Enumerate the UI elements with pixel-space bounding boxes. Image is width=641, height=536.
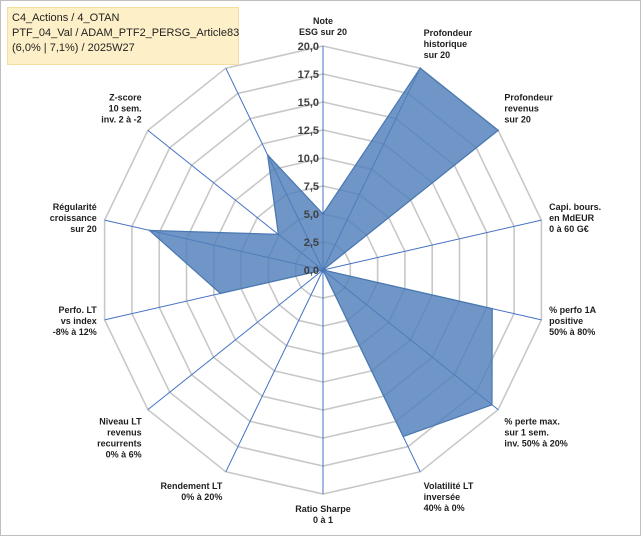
axis-label-0-line-1: ESG sur 20 [299, 27, 347, 37]
axis-label-12-line-0: Z-score [109, 92, 142, 102]
axis-label-11-line-0: Régularité [53, 202, 97, 212]
axis-label-8-line-0: Rendement LT [160, 481, 222, 491]
tick-label-1: 2,5 [304, 237, 319, 249]
axis-label-4-line-2: 50% à 80% [549, 327, 595, 337]
axis-label-3-line-0: Capi. bours. [549, 202, 601, 212]
axis-label-1-line-1: historique [424, 39, 468, 49]
axis-label-9-line-2: recurrents [97, 439, 142, 449]
series-point-10 [219, 292, 222, 295]
header-line-2: PTF_04_Val / ADAM_PTF2_PERSG_Article83 [12, 27, 240, 39]
axis-label-0-line-0: Note [313, 16, 333, 26]
axis-label-4-line-0: % perfo 1A [549, 305, 597, 315]
axis-label-5-line-0: % perte max. [504, 417, 560, 427]
header-line-3: (6,0% | 7,1%) / 2025W27 [12, 42, 135, 54]
axis-label-7-line-0: Ratio Sharpe [295, 504, 351, 514]
tick-label-7: 17,5 [298, 69, 319, 81]
axis-label-2-line-0: Profondeur [504, 92, 553, 102]
axis-label-3-line-2: 0 à 60 G€ [549, 224, 589, 234]
axis-spoke-3 [322, 219, 542, 271]
axis-label-11-line-2: sur 20 [70, 224, 97, 234]
axis-label-1-line-2: sur 20 [424, 50, 451, 60]
tick-label-6: 15,0 [298, 97, 319, 109]
axis-label-12-line-2: inv. 2 à -2 [101, 114, 141, 124]
series-point-9 [322, 269, 324, 271]
axis-label-12-line-1: 10 sem. [109, 103, 142, 113]
axis-label-5: % perte max.sur 1 sem.inv. 50% à 20% [504, 417, 567, 449]
header-line-1: C4_Actions / 4_OTAN [12, 12, 120, 24]
tick-label-2: 5,0 [304, 209, 319, 221]
axis-label-9-line-0: Niveau LT [99, 417, 142, 427]
axis-label-6-line-0: Volatilité LT [424, 481, 474, 491]
axis-label-5-line-2: inv. 50% à 20% [504, 439, 567, 449]
series-point-1 [419, 67, 421, 69]
axis-label-8-line-1: 0% à 20% [181, 492, 222, 502]
axis-label-10-line-2: -8% à 12% [53, 327, 97, 337]
series-point-6 [402, 435, 404, 438]
axis-label-9-line-1: revenus [107, 428, 142, 438]
tick-label-3: 7,5 [304, 181, 319, 193]
series-point-2 [497, 129, 499, 132]
series-point-5 [491, 403, 493, 406]
series-point-4 [491, 307, 494, 310]
series-point-0 [322, 213, 324, 215]
axis-label-10-line-1: vs index [61, 316, 97, 326]
tick-label-8: 20,0 [298, 41, 319, 53]
axis-label-6-line-2: 40% à 0% [424, 503, 465, 513]
series-point-12 [277, 233, 280, 236]
axis-spoke-9 [147, 269, 324, 411]
tick-label-4: 10,0 [298, 153, 319, 165]
axis-label-1-line-0: Profondeur [424, 28, 473, 38]
axis-label-6-line-1: inversée [424, 492, 461, 502]
axis-label-10-line-0: Perfo. LT [58, 305, 97, 315]
axis-label-2-line-1: revenus [504, 103, 539, 113]
axis-label-2-line-2: sur 20 [504, 114, 531, 124]
axis-label-8: Rendement LT0% à 20% [160, 481, 222, 502]
chart-header: C4_Actions / 4_OTAN PTF_04_Val / ADAM_PT… [7, 7, 239, 65]
series-point-11 [148, 229, 151, 232]
axis-label-11-line-1: croissance [50, 213, 97, 223]
axis-label-7-line-1: 0 à 1 [313, 515, 333, 525]
axis-label-5-line-1: sur 1 sem. [504, 428, 549, 438]
axis-label-9-line-3: 0% à 6% [106, 450, 142, 460]
tick-label-5: 12,5 [298, 125, 319, 137]
axis-label-4-line-1: positive [549, 316, 583, 326]
series-point-13 [266, 154, 269, 156]
axis-spoke-8 [225, 269, 324, 473]
axis-label-3-line-1: en MdEUR [549, 213, 595, 223]
tick-label-0: 0,0 [304, 265, 319, 277]
